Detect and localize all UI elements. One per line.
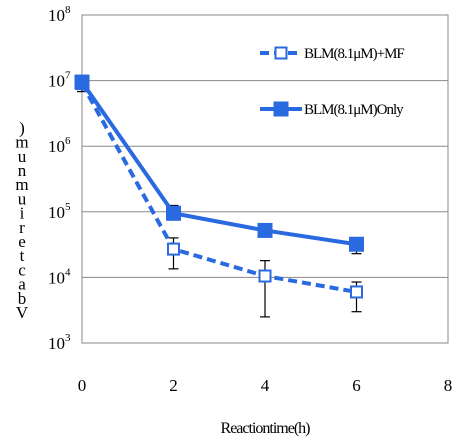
legend: BLM(8.1μM)+MF BLM(8.1μM)Only <box>260 46 405 118</box>
y-axis-label-char: t <box>20 246 25 265</box>
y-axis-label-char: i <box>20 204 25 223</box>
y-axis-label-char: r <box>19 218 25 237</box>
series-2 <box>74 74 364 255</box>
data-point <box>166 205 181 221</box>
x-tick-label: 2 <box>169 376 178 395</box>
y-tick-label: 103 <box>48 332 71 353</box>
y-axis-label-char: m <box>15 133 28 152</box>
series-line <box>80 82 357 294</box>
y-axis-label-char: V <box>16 303 29 322</box>
y-tick-exponent: 4 <box>65 266 71 278</box>
y-axis-label-char: u <box>18 189 27 208</box>
data-point <box>257 222 273 238</box>
y-tick-exponent: 6 <box>65 135 71 147</box>
y-tick-exponent: 7 <box>65 70 71 82</box>
y-axis-label-char: a <box>18 275 26 294</box>
y-tick-label: 106 <box>48 135 71 156</box>
y-tick-base: 10 <box>48 203 65 222</box>
data-point <box>74 74 90 90</box>
y-axis-label-char: n <box>18 161 27 180</box>
x-tick-label: 6 <box>352 376 361 395</box>
y-axis-label-char: u <box>18 147 27 166</box>
y-tick-base: 10 <box>48 6 65 25</box>
y-tick-label: 108 <box>48 4 71 25</box>
series-line <box>80 80 357 247</box>
y-tick-exponent: 5 <box>65 201 71 213</box>
y-tick-label: 105 <box>48 201 71 222</box>
y-axis-label-char: m <box>15 175 28 194</box>
data-point <box>350 285 363 299</box>
data-point <box>258 269 272 283</box>
y-tick-base: 10 <box>48 268 65 287</box>
y-tick-label: 107 <box>48 70 71 91</box>
x-tick-label: 0 <box>78 376 87 395</box>
series-group <box>74 74 364 318</box>
y-tick-exponent: 8 <box>65 4 71 16</box>
x-tick-label: 8 <box>444 376 453 395</box>
data-point <box>349 236 364 252</box>
y-tick-base: 10 <box>48 334 65 353</box>
y-axis-label-char: c <box>18 260 26 279</box>
legend-swatch-marker <box>274 46 288 60</box>
y-axis-label-char: e <box>18 232 26 251</box>
x-axis-ticks: 0 2 4 6 8 <box>78 376 453 395</box>
y-axis-label-char: b <box>18 289 27 308</box>
legend-swatch-marker <box>273 101 289 117</box>
y-tick-base: 10 <box>48 137 65 156</box>
y-axis-label-char: ) <box>19 118 25 137</box>
x-axis-label: Reactiontime(h) <box>221 420 311 437</box>
x-tick-label: 4 <box>261 376 270 395</box>
legend-label: BLM(8.1μM)+MF <box>304 46 404 62</box>
y-tick-label: 104 <box>48 266 71 287</box>
y-tick-exponent: 3 <box>65 332 71 344</box>
legend-label: BLM(8.1μM)Only <box>304 102 404 118</box>
data-point <box>167 242 180 256</box>
y-tick-base: 10 <box>48 72 65 91</box>
